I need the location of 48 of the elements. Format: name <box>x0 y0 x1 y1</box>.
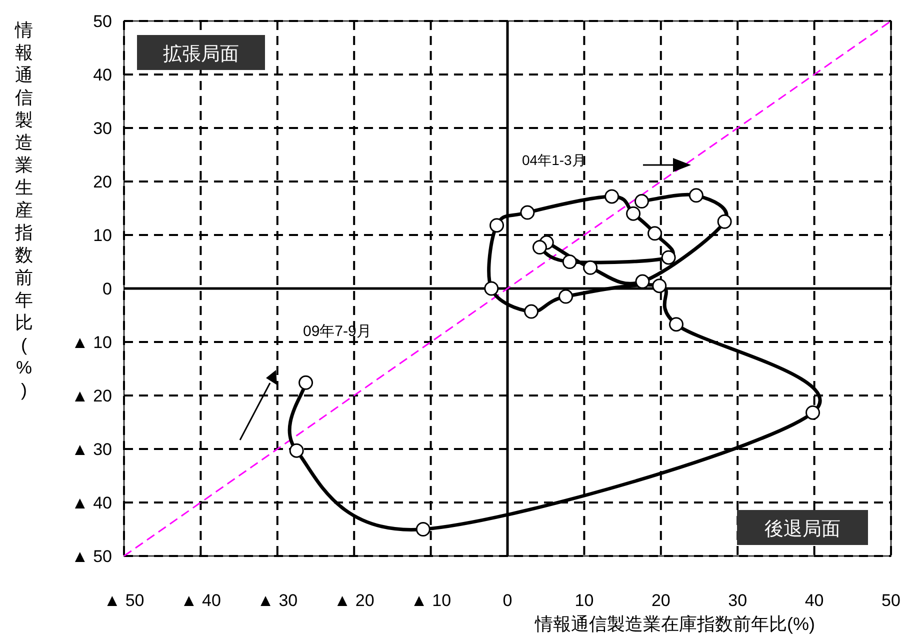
y-tick-label: ▲ 30 <box>72 440 112 459</box>
x-tick-label: ▲ 20 <box>334 591 374 610</box>
point <box>558 289 574 304</box>
point <box>532 240 547 255</box>
point <box>626 206 641 221</box>
point <box>661 250 676 265</box>
point <box>652 278 667 294</box>
point <box>562 254 577 269</box>
y-tick-label: ▲ 10 <box>72 333 112 352</box>
y-tick-label: 0 <box>102 280 112 298</box>
point <box>520 205 535 220</box>
point <box>634 194 649 209</box>
point <box>298 375 314 390</box>
point <box>289 443 304 458</box>
point <box>717 214 732 229</box>
point <box>688 188 704 203</box>
point <box>668 317 684 332</box>
point <box>416 522 430 536</box>
x-tick-label: 50 <box>882 591 900 610</box>
point <box>635 274 650 289</box>
x-tick-label: 40 <box>804 591 824 610</box>
point <box>490 218 504 233</box>
y-tick-label: ▲ 50 <box>72 547 112 566</box>
point <box>583 260 598 275</box>
x-tick-label: ▲ 30 <box>257 591 298 610</box>
x-tick-label: 0 <box>502 591 512 610</box>
point <box>484 281 499 296</box>
x-tick-label: 20 <box>651 591 670 610</box>
point <box>806 405 820 420</box>
annotation: 拡張局面 <box>163 44 239 65</box>
y-tick-label: 50 <box>93 12 112 31</box>
y-tick-label: ▲ 20 <box>72 386 112 406</box>
annotation: 後退局面 <box>764 519 840 540</box>
y-tick-label: 40 <box>93 66 112 84</box>
x-axis-title: 情報通信製造業在庫指数前年比(%) <box>534 614 815 634</box>
y-tick-label: 30 <box>93 119 112 138</box>
x-tick-label: ▲ 40 <box>180 591 221 610</box>
point <box>604 189 620 204</box>
y-tick-label: 10 <box>93 226 112 245</box>
y-tick-label: 20 <box>93 172 112 192</box>
x-tick-label: ▲ 10 <box>410 591 452 610</box>
y-tick-label: ▲ 40 <box>72 494 112 512</box>
x-tick-label: 30 <box>728 591 748 610</box>
annotation: 04年1-3月 <box>522 152 586 168</box>
text: 情報通信製造業生産指数前年比(%) <box>15 20 33 400</box>
x-tick-label: 10 <box>574 591 594 610</box>
point <box>648 226 662 241</box>
point <box>524 304 539 319</box>
